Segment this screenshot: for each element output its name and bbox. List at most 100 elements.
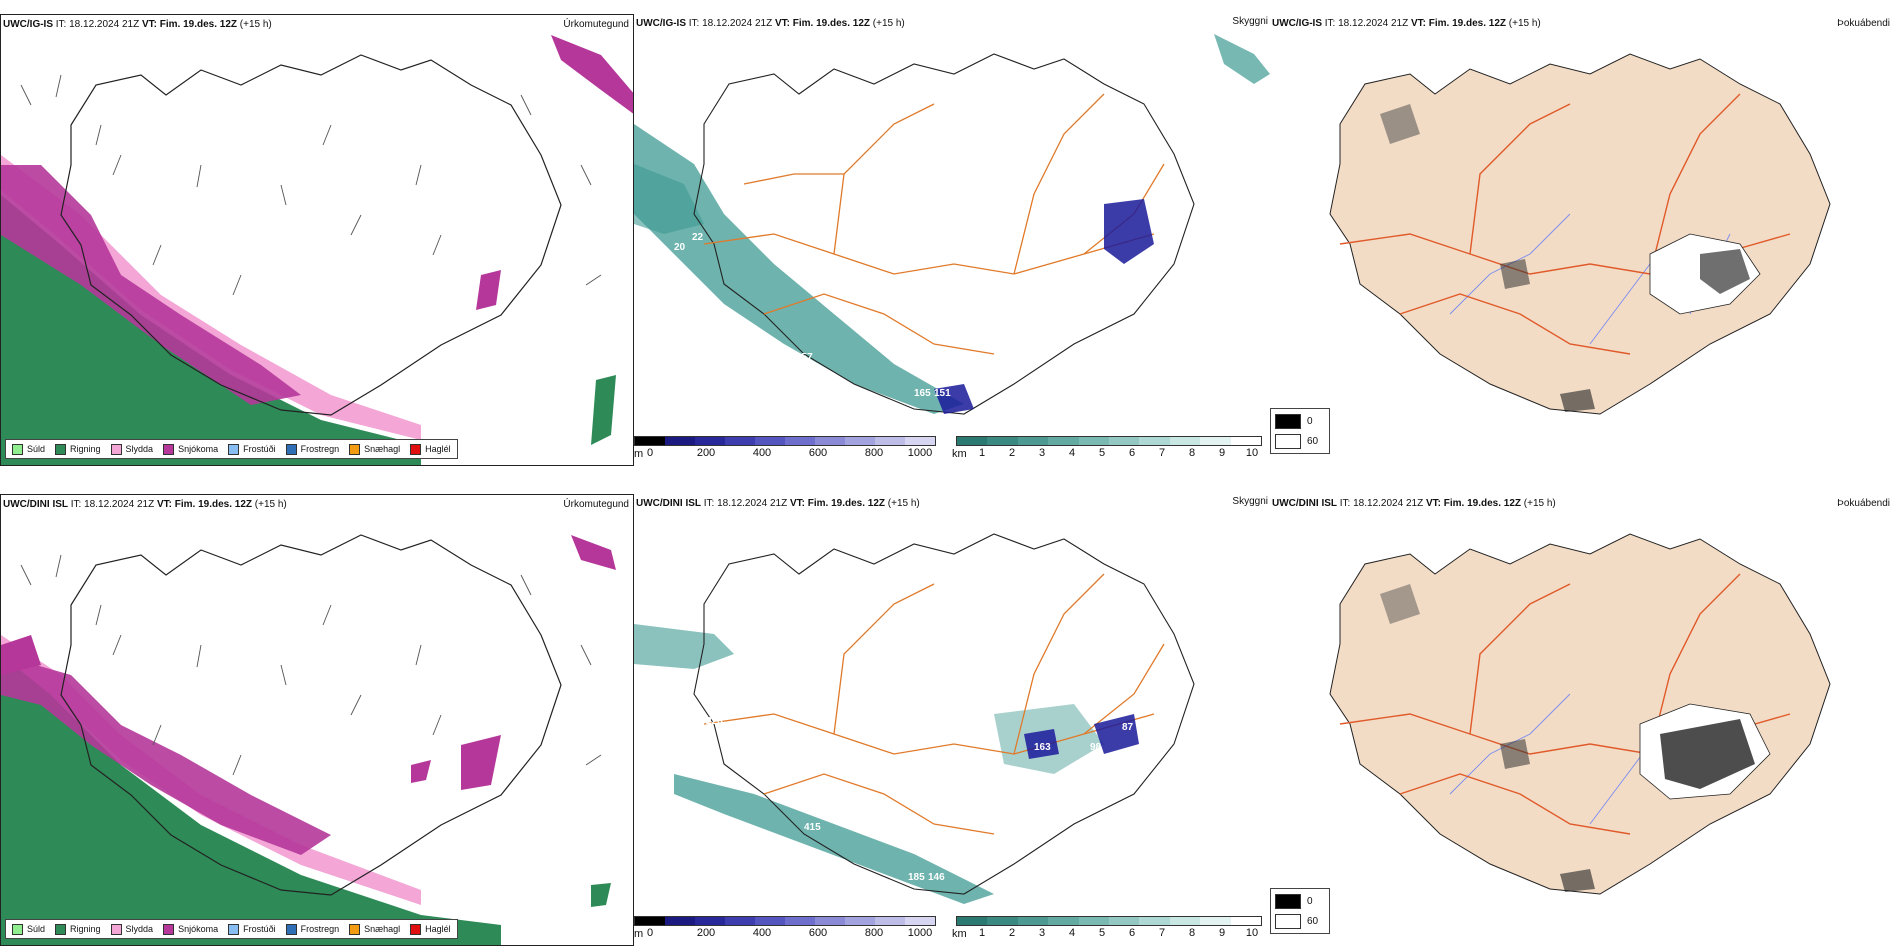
lead-time: (+15 h) — [1508, 18, 1541, 29]
cloud-base-value: 657 — [796, 352, 813, 363]
vt-value: Fim. 19.des. 12Z — [1443, 498, 1522, 509]
low-cloud-cluster-2 — [1094, 714, 1139, 754]
rain-area — [1, 195, 421, 465]
lead-time: (+15 h) — [239, 19, 272, 30]
legend-label: Snæhagl — [364, 444, 401, 454]
legend-label: Rigning — [70, 924, 101, 934]
cloud-base-unit: m — [634, 928, 644, 940]
precip-type-map — [1, 534, 616, 945]
legend-label: Slydda — [125, 444, 154, 454]
cloud-base-tick: 400 — [752, 447, 772, 459]
visibility-tick: 9 — [1218, 447, 1226, 459]
sleet-band — [1, 155, 421, 440]
it-value: 18.12.2024 21Z — [717, 498, 788, 509]
legend-swatch — [110, 443, 122, 455]
vt-label: VT: — [1410, 18, 1426, 29]
model-name: UWC/IG-IS — [636, 18, 686, 29]
legend-swatch — [55, 923, 67, 935]
panel-header: UWC/DINI ISL IT: 18.12.2024 21Z VT: Fim.… — [3, 499, 287, 510]
legend-swatch — [163, 923, 175, 935]
panel-header: UWC/IG-IS IT: 18.12.2024 21Z VT: Fim. 19… — [3, 19, 272, 30]
cloud-base-value: 163 — [1034, 742, 1051, 753]
snow-band — [1, 655, 331, 855]
panel-header: UWC/IG-IS IT: 18.12.2024 21Z VT: Fim. 19… — [636, 18, 905, 29]
cloud-base-value: 196 — [726, 708, 743, 719]
cloud-base-strip — [634, 916, 936, 926]
cloud-base-tick: 0 — [646, 927, 654, 939]
model-name: UWC/IG-IS — [1272, 18, 1322, 29]
low-cloud-cluster-1 — [1024, 729, 1059, 759]
panel-header: UWC/DINI ISL IT: 18.12.2024 21Z VT: Fim.… — [1272, 498, 1556, 509]
iceland-outline — [60, 534, 562, 896]
snow-east-2 — [411, 760, 431, 783]
panel-title: Þokuábendi — [1837, 18, 1890, 29]
lead-time: (+15 h) — [254, 499, 287, 510]
low-cloud-cluster — [1104, 199, 1154, 264]
it-label: IT: — [703, 498, 715, 509]
fog-index-legend: 0 60 — [1270, 408, 1330, 454]
legend-swatch — [410, 923, 422, 935]
fog-legend-row: 0 — [1275, 414, 1313, 429]
cloud-base-value: 185 — [908, 872, 925, 883]
legend-label: Frostregn — [300, 924, 340, 934]
snow-west — [1, 635, 41, 675]
fog-patch-langjokull — [1500, 259, 1530, 289]
fog-legend-label: 60 — [1307, 436, 1319, 447]
cloud-base-value: 11 — [704, 166, 715, 177]
model-name: UWC/DINI ISL — [636, 498, 701, 509]
it-label: IT: — [1324, 18, 1336, 29]
cloud-base-value: 226 — [706, 716, 723, 727]
legend-item: Rigning — [55, 443, 101, 455]
fog-legend-swatch — [1275, 434, 1301, 449]
visibility-colorbar: km 1 2 3 4 5 6 7 8 9 10 — [952, 916, 1270, 942]
visibility-tick: 2 — [1008, 447, 1016, 459]
fog-index-map — [1329, 53, 1831, 415]
lead-time: (+15 h) — [1523, 498, 1556, 509]
lead-time: (+15 h) — [872, 18, 905, 29]
panel-title: Þokuábendi — [1837, 498, 1890, 509]
cloud-base-value: 20 — [674, 242, 686, 253]
panel-header: UWC/DINI ISL IT: 18.12.2024 21Z VT: Fim.… — [636, 498, 920, 509]
legend-item: Snæhagl — [349, 923, 400, 935]
cloud-base-value: 22 — [692, 232, 704, 243]
legend-label: Haglél — [425, 924, 451, 934]
vt-value: Fim. 19.des. 12Z — [174, 499, 253, 510]
legend-item: Frostúði — [228, 443, 276, 455]
fog-index-map — [1329, 533, 1831, 895]
legend-swatch — [163, 443, 175, 455]
vt-value: Fim. 19.des. 12Z — [159, 19, 238, 30]
fog-patch-langjokull — [1500, 739, 1530, 769]
land-area — [1329, 533, 1831, 895]
legend-item: Snjókoma — [163, 443, 218, 455]
legend-label: Haglél — [425, 444, 451, 454]
it-label: IT: — [55, 19, 67, 30]
cloud-base-value: 98 — [1090, 742, 1102, 753]
fog-patch-dark — [1700, 249, 1750, 294]
visibility-tick: 1 — [978, 927, 986, 939]
visibility-tick: 7 — [1158, 927, 1166, 939]
legend-swatch — [349, 923, 361, 935]
visibility-unit: km — [952, 448, 967, 460]
legend-swatch — [55, 443, 67, 455]
low-cloud-south — [934, 384, 974, 414]
cloud-base-labels: 11 20 22 657 165 151 95 86 — [674, 166, 1130, 399]
cloud-base-value: 664 — [802, 786, 819, 797]
legend-swatch — [12, 443, 23, 455]
cloud-base-unit: m — [634, 448, 644, 460]
visibility-map: 11 20 22 657 165 151 95 86 — [634, 34, 1270, 415]
legend-item: Súld — [12, 923, 45, 935]
road-network — [703, 573, 1165, 835]
wind-barbs — [20, 74, 602, 296]
rain-spot — [591, 883, 611, 907]
legend-label: Súld — [27, 444, 46, 454]
wind-barbs — [20, 554, 602, 776]
it-label: IT: — [688, 18, 700, 29]
cloud-base-value: 86 — [1106, 284, 1118, 295]
legend-item: Snæhagl — [349, 443, 401, 455]
legend-label: Frostúði — [243, 924, 276, 934]
fog-patch-dark — [1660, 719, 1755, 789]
visibility-tick: 6 — [1128, 447, 1136, 459]
sleet-band — [1, 635, 421, 905]
cloud-base-colorbar: m 0 200 400 600 800 1000 — [634, 436, 944, 462]
fog-legend-row: 0 — [1275, 894, 1313, 909]
